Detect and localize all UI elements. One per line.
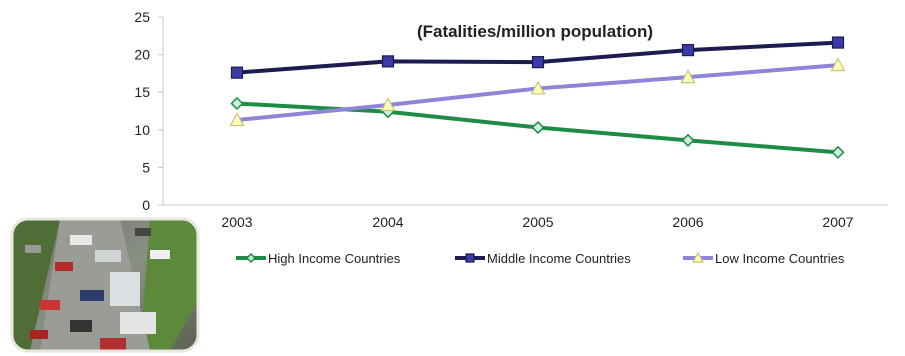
square-marker	[381, 55, 395, 68]
x-tick-label: 2003	[221, 214, 252, 230]
x-tick-label: 2007	[822, 214, 853, 230]
traffic-pileup-photo	[10, 217, 200, 353]
triangle-marker	[530, 80, 546, 95]
diamond-marker	[245, 252, 257, 264]
y-tick-label: 0	[142, 197, 150, 213]
legend-item: High Income Countries	[236, 251, 401, 266]
series-high-income-countries	[230, 96, 845, 159]
x-tick-label: 2005	[522, 214, 553, 230]
y-tick-label: 20	[134, 47, 150, 63]
square-marker	[831, 36, 845, 49]
y-tick-label: 5	[142, 159, 150, 175]
square-marker	[230, 66, 244, 79]
triangle-marker	[229, 112, 245, 127]
x-tick-label: 2006	[672, 214, 703, 230]
diamond-marker	[531, 120, 545, 135]
square-marker	[465, 253, 475, 263]
legend-item: Low Income Countries	[683, 251, 845, 266]
series-low-income-countries	[229, 57, 846, 127]
square-marker	[681, 43, 695, 57]
triangle-marker	[380, 97, 396, 112]
y-tick-label: 25	[134, 9, 150, 25]
diamond-marker	[230, 96, 244, 111]
triangle-marker	[680, 69, 696, 84]
diamond-marker	[681, 133, 695, 147]
x-tick-label: 2004	[372, 214, 403, 230]
triangle-marker	[830, 57, 846, 72]
legend-label: Middle Income Countries	[487, 251, 631, 266]
triangle-marker	[691, 251, 705, 263]
diamond-marker	[831, 145, 845, 159]
legend-label: Low Income Countries	[715, 251, 845, 266]
y-tick-label: 15	[134, 84, 150, 100]
legend-item: Middle Income Countries	[455, 251, 631, 266]
chart-subtitle: (Fatalities/million population)	[417, 22, 653, 41]
y-tick-label: 10	[134, 122, 150, 138]
square-marker	[531, 56, 545, 69]
series-middle-income-countries	[230, 36, 845, 79]
legend-label: High Income Countries	[268, 251, 401, 266]
